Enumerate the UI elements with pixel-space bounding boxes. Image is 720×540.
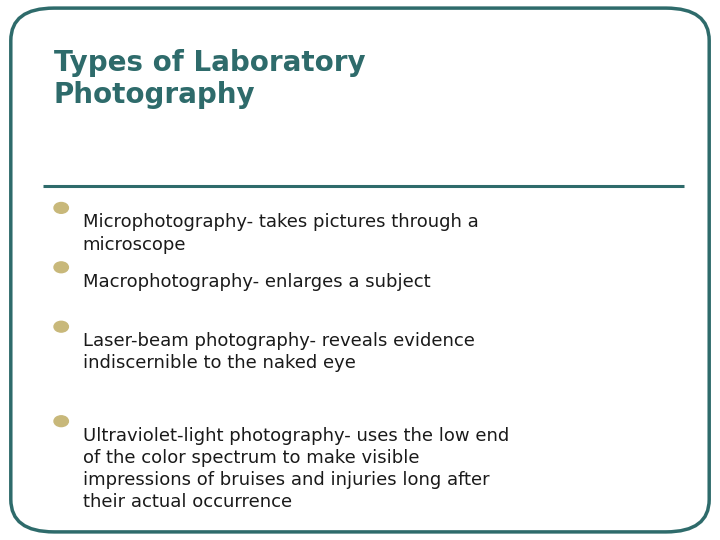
Circle shape bbox=[54, 262, 68, 273]
Circle shape bbox=[54, 321, 68, 332]
Text: Microphotography- takes pictures through a
microscope: Microphotography- takes pictures through… bbox=[83, 213, 479, 253]
Text: Ultraviolet-light photography- uses the low end
of the color spectrum to make vi: Ultraviolet-light photography- uses the … bbox=[83, 427, 509, 511]
Text: Macrophotography- enlarges a subject: Macrophotography- enlarges a subject bbox=[83, 273, 431, 291]
Circle shape bbox=[54, 202, 68, 213]
FancyBboxPatch shape bbox=[11, 8, 709, 532]
Circle shape bbox=[54, 416, 68, 427]
Text: Laser-beam photography- reveals evidence
indiscernible to the naked eye: Laser-beam photography- reveals evidence… bbox=[83, 332, 474, 372]
Text: Types of Laboratory
Photography: Types of Laboratory Photography bbox=[54, 49, 366, 109]
